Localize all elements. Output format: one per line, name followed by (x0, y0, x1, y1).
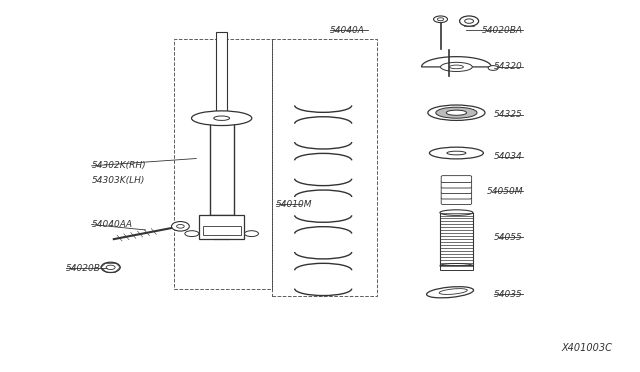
FancyBboxPatch shape (441, 176, 472, 183)
Bar (203, 225, 241, 235)
Bar (200, 215, 244, 239)
Bar (174, 39, 273, 289)
Ellipse shape (185, 231, 199, 237)
Ellipse shape (440, 210, 473, 215)
Text: 54302K(RH): 54302K(RH) (92, 161, 146, 170)
Text: 54303K(LH): 54303K(LH) (92, 176, 145, 185)
Ellipse shape (437, 18, 444, 21)
Ellipse shape (440, 263, 473, 268)
Ellipse shape (428, 105, 485, 121)
Ellipse shape (106, 265, 115, 270)
Ellipse shape (460, 16, 479, 26)
Polygon shape (422, 57, 492, 67)
Text: 54020B: 54020B (66, 264, 101, 273)
Ellipse shape (447, 151, 466, 155)
Bar (210, 118, 234, 215)
Ellipse shape (439, 289, 467, 295)
Ellipse shape (244, 231, 259, 237)
Ellipse shape (429, 147, 483, 159)
Text: X401003C: X401003C (561, 343, 612, 353)
Text: 54020BA: 54020BA (482, 26, 523, 35)
Ellipse shape (440, 62, 472, 71)
Ellipse shape (449, 65, 463, 69)
Bar (440, 265, 473, 270)
Ellipse shape (436, 107, 477, 118)
Ellipse shape (465, 19, 474, 23)
FancyBboxPatch shape (441, 187, 472, 193)
Text: 54010M: 54010M (276, 200, 312, 209)
Text: 54040A: 54040A (330, 26, 364, 35)
Ellipse shape (191, 111, 252, 125)
Ellipse shape (446, 110, 467, 115)
Text: 54035: 54035 (494, 289, 523, 299)
Ellipse shape (433, 16, 447, 23)
Bar (273, 39, 377, 296)
Text: 54050M: 54050M (486, 187, 523, 196)
FancyBboxPatch shape (441, 192, 472, 199)
Text: 54034: 54034 (494, 152, 523, 161)
Ellipse shape (172, 222, 189, 231)
Ellipse shape (427, 287, 474, 298)
FancyBboxPatch shape (441, 181, 472, 188)
Ellipse shape (214, 116, 230, 121)
Ellipse shape (488, 65, 499, 70)
Text: 54040AA: 54040AA (92, 220, 132, 229)
Ellipse shape (177, 224, 184, 228)
Bar (216, 32, 227, 113)
FancyBboxPatch shape (441, 198, 472, 205)
Text: 54320: 54320 (494, 62, 523, 71)
Text: 54055: 54055 (494, 233, 523, 242)
Ellipse shape (101, 262, 120, 272)
Text: 54325: 54325 (494, 110, 523, 119)
